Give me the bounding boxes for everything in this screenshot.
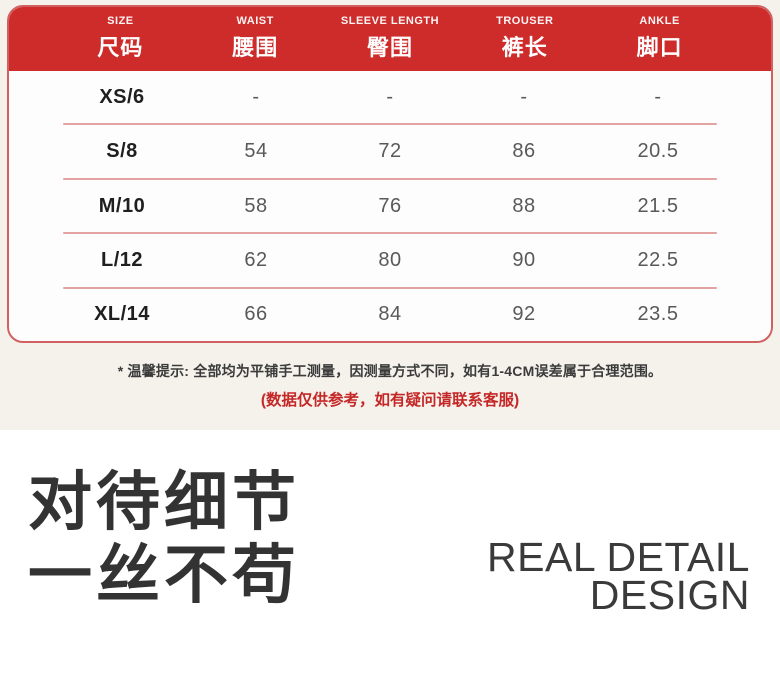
header-waist-en: WAIST <box>236 14 274 27</box>
value-cell: 23.5 <box>637 303 679 326</box>
value-cell: - <box>252 85 260 108</box>
table-row-xl: XL/14 66 84 92 23.5 <box>55 289 725 341</box>
value-cell: 90 <box>512 248 536 271</box>
header-ankle: ANKLE 脚口 <box>592 15 727 62</box>
size-cell: S/8 <box>106 140 138 163</box>
size-chart-section: SIZE 尺码 WAIST 腰围 SLEEVE LENGTH 臀围 TROUSE… <box>0 0 780 430</box>
value-cell: 20.5 <box>637 140 679 163</box>
size-cell: M/10 <box>98 194 146 217</box>
value-cell: 62 <box>244 248 268 271</box>
header-ankle-zh: 脚口 <box>636 34 683 60</box>
size-table-header: SIZE 尺码 WAIST 腰围 SLEEVE LENGTH 臀围 TROUSE… <box>9 7 771 71</box>
headline-english-line1: REAL DETAIL <box>487 534 750 580</box>
table-row-l: L/12 62 80 90 22.5 <box>55 234 725 286</box>
size-cell: XL/14 <box>94 303 150 326</box>
header-size: SIZE 尺码 <box>53 15 188 62</box>
value-cell: - <box>520 85 528 108</box>
header-hip: SLEEVE LENGTH 臀围 <box>323 15 458 62</box>
headline-english: REAL DETAIL DESIGN <box>487 534 750 618</box>
headline-english-line2: DESIGN <box>589 572 750 618</box>
size-cell: XS/6 <box>99 85 145 108</box>
header-ankle-en: ANKLE <box>639 14 680 27</box>
header-waist: WAIST 腰围 <box>188 15 323 62</box>
value-cell: 86 <box>512 140 536 163</box>
table-row-xs: XS/6 - - - - <box>55 71 725 123</box>
value-cell: 72 <box>378 140 402 163</box>
header-trouser-en: TROUSER <box>496 14 554 27</box>
value-cell: 58 <box>244 194 268 217</box>
header-trouser: TROUSER 裤长 <box>457 15 592 62</box>
value-cell: 84 <box>378 303 402 326</box>
header-trouser-zh: 裤长 <box>501 34 548 60</box>
measurement-note: * 温馨提示: 全部均为平铺手工测量，因测量方式不同，如有1-4CM误差属于合理… <box>117 363 663 379</box>
size-cell: L/12 <box>100 248 144 271</box>
header-hip-zh: 臀围 <box>366 34 413 60</box>
table-row-m: M/10 58 76 88 21.5 <box>55 180 725 232</box>
headline-chinese: 对待细节 一丝不苟 <box>28 466 300 612</box>
header-waist-zh: 腰围 <box>232 34 279 60</box>
value-cell: 21.5 <box>637 194 679 217</box>
row-divider <box>63 123 717 126</box>
header-hip-en: SLEEVE LENGTH <box>340 14 440 27</box>
detail-banner: 对待细节 一丝不苟 REAL DETAIL DESIGN <box>0 430 780 680</box>
reference-note: (数据仅供参考，如有疑问请联系客服) <box>260 392 520 409</box>
value-cell: 54 <box>244 140 268 163</box>
value-cell: 80 <box>378 248 402 271</box>
value-cell: 66 <box>244 303 268 326</box>
value-cell: - <box>654 85 662 108</box>
table-row-s: S/8 54 72 86 20.5 <box>55 125 725 177</box>
row-divider <box>63 232 717 235</box>
value-cell: 76 <box>378 194 402 217</box>
row-divider <box>63 177 717 180</box>
value-cell: 88 <box>512 194 536 217</box>
row-divider <box>63 286 717 289</box>
value-cell: 92 <box>512 303 536 326</box>
header-size-zh: 尺码 <box>97 34 144 60</box>
value-cell: - <box>386 85 394 108</box>
headline-chinese-line1: 对待细节 <box>28 466 300 538</box>
header-size-en: SIZE <box>107 14 134 27</box>
size-table: SIZE 尺码 WAIST 腰围 SLEEVE LENGTH 臀围 TROUSE… <box>7 5 773 343</box>
headline-chinese-line2: 一丝不苟 <box>28 539 300 611</box>
value-cell: 22.5 <box>637 248 679 271</box>
size-table-body: XS/6 - - - - S/8 54 72 86 20.5 M/10 <box>9 71 771 341</box>
